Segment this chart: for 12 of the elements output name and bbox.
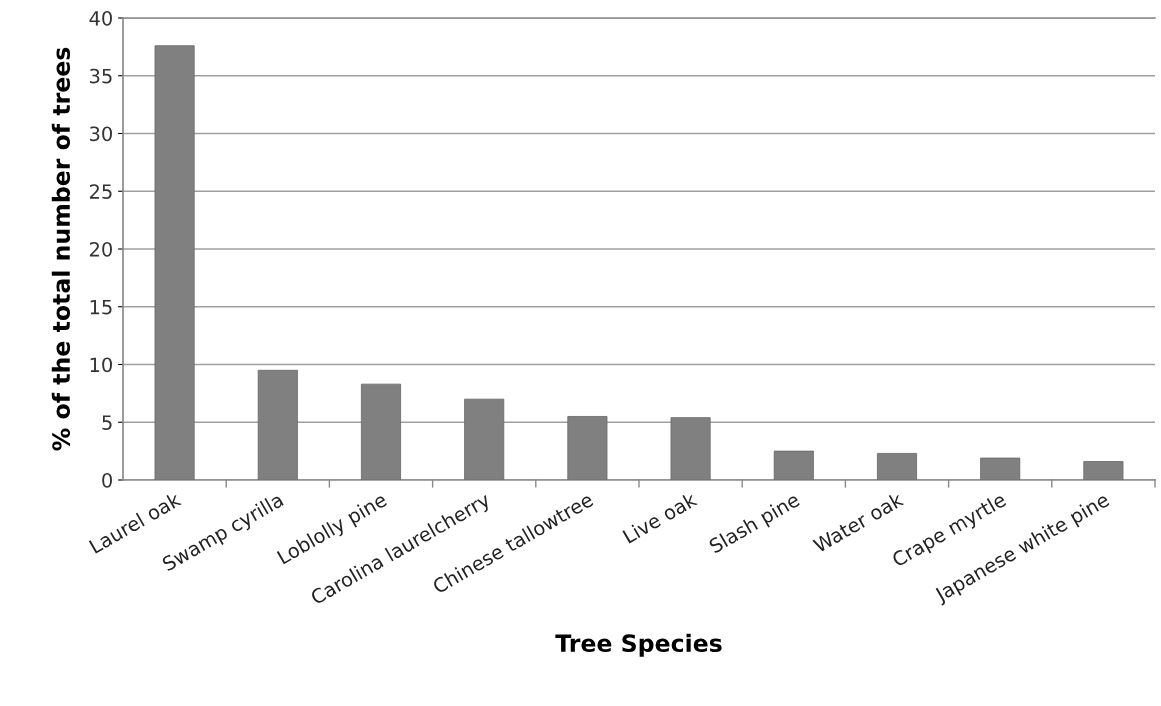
y-tick-label: 0: [102, 472, 112, 488]
y-tick-label: 20: [89, 241, 112, 257]
y-tick-label: 5: [102, 415, 112, 430]
y-tick-label: 30: [90, 126, 112, 142]
y-tick-label: 25: [89, 184, 112, 199]
x-tick-label: Live oak: [622, 491, 699, 544]
x-axis-title: Tree Species: [555, 633, 722, 657]
y-tick-label: 10: [90, 357, 112, 373]
y-tick-label: 15: [90, 299, 112, 315]
y-axis-title: % of the total number of trees: [51, 47, 71, 451]
y-tick-label: 35: [90, 68, 112, 84]
y-tick-label: 40: [89, 10, 112, 26]
